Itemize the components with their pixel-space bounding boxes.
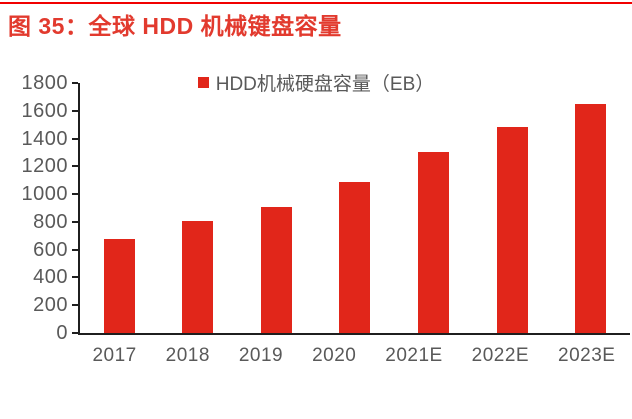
bar-2018 bbox=[182, 220, 214, 333]
chart-legend: HDD机械硬盘容量（EB） bbox=[0, 69, 632, 96]
x-axis-tick-label: 2023E bbox=[558, 345, 616, 366]
legend-label: HDD机械硬盘容量（EB） bbox=[215, 74, 435, 95]
y-axis-tick-label: 0 bbox=[56, 322, 68, 344]
y-axis-tick-mark bbox=[72, 332, 78, 334]
y-axis-tick-mark bbox=[72, 82, 78, 84]
x-axis-tick-label: 2021E bbox=[385, 345, 443, 366]
y-axis-tick-label: 1600 bbox=[21, 99, 68, 122]
x-axis-tick-label: 2017 bbox=[92, 345, 137, 366]
y-axis-tick-mark bbox=[72, 276, 78, 279]
y-axis-tick-label: 600 bbox=[33, 238, 68, 261]
plot-area bbox=[78, 83, 630, 335]
x-axis-tick-label: 2020 bbox=[312, 345, 357, 366]
legend-swatch-icon bbox=[197, 77, 209, 88]
x-axis-tick-label: 2018 bbox=[165, 345, 210, 366]
x-axis-tick-label: 2019 bbox=[238, 345, 284, 366]
bar-2021E bbox=[418, 152, 450, 333]
bar-2019 bbox=[260, 206, 292, 333]
y-axis-tick-mark bbox=[72, 137, 78, 140]
x-axis: 2017 2018 2019 2020 2021E 2022E 2023E bbox=[78, 345, 630, 367]
y-axis-tick-label: 400 bbox=[33, 266, 68, 289]
y-axis-tick-label: 1000 bbox=[21, 183, 68, 206]
top-divider-rule bbox=[0, 2, 632, 4]
x-axis-tick-label: 2022E bbox=[471, 345, 530, 366]
y-axis-tick-label: 1400 bbox=[21, 127, 68, 150]
y-axis-tick-label: 800 bbox=[33, 210, 68, 233]
y-axis-tick-label: 200 bbox=[33, 294, 68, 317]
y-axis-tick-mark bbox=[72, 165, 78, 168]
y-axis-tick-mark bbox=[72, 193, 78, 196]
bar-2017 bbox=[103, 238, 135, 333]
y-axis-tick-mark bbox=[72, 220, 78, 223]
bar-2020 bbox=[339, 181, 371, 333]
figure-title: 图 35：全球 HDD 机械键盘容量 bbox=[8, 13, 342, 39]
y-axis-tick-label: 1800 bbox=[21, 72, 68, 94]
y-axis-tick-label: 1200 bbox=[21, 155, 68, 178]
bar-2022E bbox=[496, 127, 528, 333]
y-axis-tick-mark bbox=[72, 248, 78, 251]
y-axis-tick-mark bbox=[72, 109, 78, 112]
y-axis-tick-mark bbox=[72, 304, 78, 307]
bar-2023E bbox=[575, 103, 607, 333]
